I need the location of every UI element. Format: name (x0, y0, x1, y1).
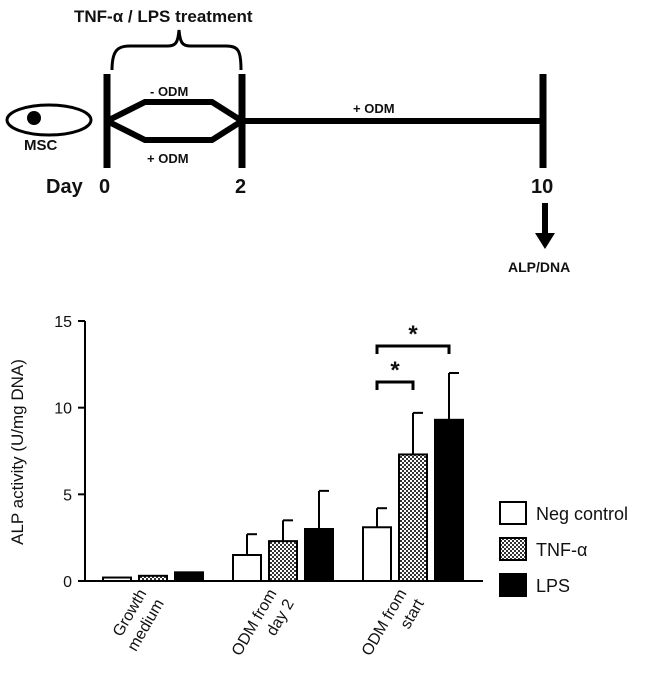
branch-bottom-label: + ODM (147, 151, 189, 166)
branch-bottom-line (105, 118, 244, 143)
msc-label: MSC (24, 137, 58, 154)
significance-brackets: ** (375, 321, 451, 390)
y-axis-ticks: 0 5 10 15 (54, 314, 85, 591)
day-prefix-label: Day (46, 176, 84, 198)
msc-cell-icon (5, 103, 93, 137)
treatment-label: TNF-α / LPS treatment (74, 7, 253, 26)
bar-lps (434, 418, 464, 582)
day-tick-2: 2 (235, 176, 246, 198)
treatment-schematic: TNF-α / LPS treatment MSC - ODM + ODM + … (5, 7, 570, 275)
bar-tnf- (268, 540, 298, 583)
significance-star: * (408, 321, 418, 348)
day-tick-10: 10 (531, 176, 553, 198)
branch-top-line (105, 99, 244, 124)
legend-swatch (499, 573, 527, 597)
legend-swatch (499, 537, 527, 561)
bar-lps (174, 571, 204, 582)
readout-label: ALP/DNA (508, 259, 570, 275)
readout-arrow-head (535, 233, 555, 249)
significance-bracket (375, 344, 451, 354)
y-tick-label: 5 (63, 487, 72, 504)
odm-segment-label: + ODM (353, 101, 395, 116)
y-axis-label: ALP activity (U/mg DNA) (8, 359, 27, 545)
bar-neg-control (102, 576, 132, 582)
legend-label: LPS (536, 576, 570, 596)
legend-label: TNF-α (536, 540, 587, 560)
treatment-brace (110, 29, 243, 71)
legend-label: Neg control (536, 504, 628, 524)
bar-tnf- (138, 574, 168, 582)
bar-chart: ALP activity (U/mg DNA) 0 5 10 15 Growthmed… (8, 314, 628, 659)
bar-neg-control (362, 526, 392, 582)
significance-bracket (375, 380, 415, 390)
msc-nucleus-icon (27, 111, 41, 125)
bars (102, 372, 464, 583)
y-tick-label: 0 (63, 574, 72, 591)
legend-swatch (499, 501, 527, 525)
bar-tnf- (398, 453, 428, 583)
branch-top-label: - ODM (150, 84, 188, 99)
bar-lps (304, 528, 334, 582)
y-tick-label: 10 (54, 401, 72, 418)
y-tick-label: 15 (54, 314, 72, 331)
day-tick-0: 0 (99, 176, 110, 198)
bar-neg-control (232, 554, 262, 582)
significance-star: * (390, 357, 400, 384)
legend: Neg control TNF-α LPS (499, 501, 628, 597)
